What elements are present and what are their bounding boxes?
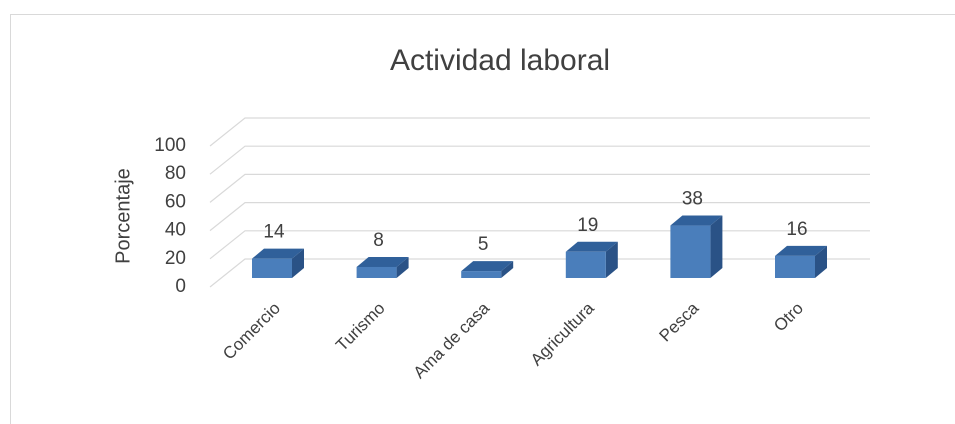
y-axis-label: Porcentaje: [112, 168, 134, 264]
data-label: 5: [478, 234, 489, 255]
chart-frame: [10, 14, 955, 424]
chart-title: Actividad laboral: [390, 44, 610, 77]
grid-line: [209, 173, 870, 203]
bar-front: [356, 266, 397, 278]
data-label: 14: [263, 222, 285, 243]
bar: [461, 261, 514, 278]
bar-side: [396, 256, 409, 278]
bar: [670, 215, 723, 278]
grid-line: [209, 202, 870, 232]
y-tick-label: 80: [165, 163, 186, 184]
bar: [565, 241, 618, 278]
bar-side: [605, 241, 618, 278]
y-tick-label: 40: [165, 220, 186, 241]
bar-front: [670, 225, 711, 278]
y-tick-label: 0: [175, 276, 186, 297]
bar-front: [252, 258, 292, 278]
bar-side: [292, 248, 304, 278]
bar: [252, 248, 304, 278]
bar-top: [252, 248, 304, 259]
grid-line: [209, 258, 870, 288]
data-label: 16: [786, 219, 807, 240]
bar-side: [815, 245, 827, 278]
data-label: 8: [373, 230, 384, 251]
data-label: 19: [577, 215, 598, 236]
bar-front: [461, 271, 502, 278]
y-tick-label: 100: [154, 135, 186, 156]
grid-line: [209, 117, 870, 147]
bar-top: [461, 261, 514, 272]
bar-front: [565, 251, 606, 278]
grid-line: [209, 145, 870, 175]
bar-top: [356, 256, 409, 267]
bar: [356, 256, 409, 278]
bar-top: [565, 241, 618, 252]
grid-line: [209, 230, 870, 260]
bar-side: [710, 215, 723, 278]
bar: [775, 245, 827, 278]
bar-top: [775, 245, 827, 256]
y-tick-label: 20: [165, 248, 186, 269]
bar-side: [501, 261, 514, 278]
y-tick-label: 60: [165, 191, 186, 212]
bar-top: [670, 215, 723, 226]
data-label: 38: [682, 189, 703, 210]
bar-front: [775, 255, 815, 278]
